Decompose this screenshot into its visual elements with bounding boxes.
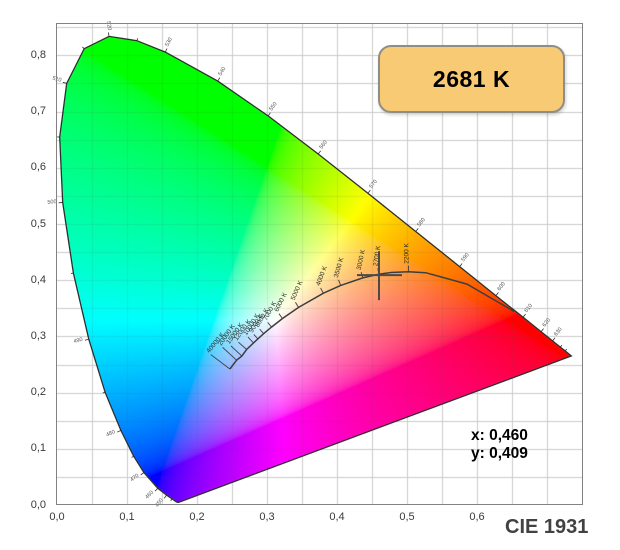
- svg-text:6000 K: 6000 K: [273, 291, 289, 313]
- svg-text:5000 K: 5000 K: [290, 279, 305, 301]
- x-tick-label: 0,1: [119, 511, 135, 523]
- svg-text:580: 580: [416, 217, 426, 228]
- svg-text:3000 K: 3000 K: [356, 248, 367, 270]
- spectral-locus-outline: [59, 35, 573, 503]
- svg-text:460: 460: [144, 490, 155, 501]
- cct-badge: 2681 K: [378, 45, 565, 113]
- y-tick-label: 0,3: [30, 329, 46, 342]
- x-tick-label: 0,4: [329, 511, 345, 523]
- planckian-locus: [229, 270, 515, 370]
- cct-marker: [357, 251, 402, 301]
- svg-text:490: 490: [73, 337, 83, 345]
- svg-text:3500 K: 3500 K: [333, 256, 346, 278]
- svg-text:4000 K: 4000 K: [315, 265, 329, 287]
- svg-text:530: 530: [164, 37, 173, 48]
- chart-title: CIE 1931: [505, 516, 589, 538]
- svg-text:500: 500: [47, 199, 57, 206]
- x-tick-label: 0,2: [189, 511, 205, 523]
- svg-text:540: 540: [217, 66, 227, 77]
- y-tick-label: 0,7: [30, 105, 46, 118]
- svg-text:550: 550: [268, 101, 278, 112]
- svg-text:590: 590: [460, 252, 470, 263]
- svg-text:450: 450: [154, 498, 164, 509]
- y-tick-label: 0,2: [30, 386, 46, 399]
- svg-text:480: 480: [105, 429, 116, 438]
- svg-text:620: 620: [542, 317, 552, 328]
- svg-text:2700 K: 2700 K: [372, 245, 382, 267]
- x-tick-label: 0,5: [399, 511, 415, 523]
- xy-readout: x: 0,460 y: 0,409: [471, 427, 528, 462]
- cct-value: 2681 K: [432, 65, 511, 92]
- x-tick-label: 0,3: [259, 511, 275, 523]
- svg-text:560: 560: [319, 140, 329, 151]
- x-tick-label: 0,6: [469, 511, 485, 523]
- y-tick-label: 0,0: [30, 498, 46, 511]
- svg-text:520: 520: [105, 21, 112, 31]
- y-tick-label: 0,6: [30, 161, 46, 174]
- y-tick-label: 0,1: [30, 442, 46, 455]
- y-tick-label: 0,5: [30, 217, 46, 230]
- y-tick-label: 0,4: [30, 273, 46, 286]
- svg-text:2200 K: 2200 K: [403, 242, 410, 263]
- svg-text:600: 600: [496, 281, 506, 292]
- readout-x: x: 0,460: [471, 427, 528, 444]
- svg-text:630: 630: [553, 327, 563, 338]
- y-tick-label: 0,8: [30, 48, 46, 61]
- x-tick-label: 0,0: [49, 511, 65, 523]
- svg-text:510: 510: [52, 75, 62, 83]
- svg-text:610: 610: [524, 303, 534, 314]
- svg-text:570: 570: [368, 179, 378, 190]
- svg-text:470: 470: [129, 473, 140, 483]
- readout-y: y: 0,409: [471, 444, 528, 462]
